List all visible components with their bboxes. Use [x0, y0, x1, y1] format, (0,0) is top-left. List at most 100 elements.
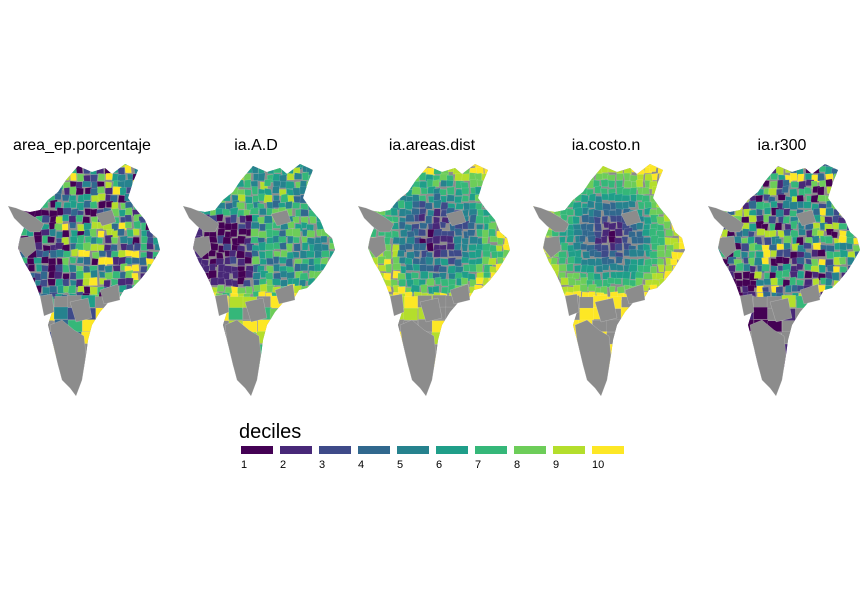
zone-polygon: [656, 195, 665, 204]
zone-polygon: [350, 160, 358, 168]
zone-polygon: [350, 251, 358, 260]
zone-polygon: [636, 236, 645, 244]
zone-polygon: [313, 167, 322, 175]
zone-polygon: [377, 181, 386, 189]
zone-polygon: [538, 284, 546, 292]
zone-polygon: [846, 236, 855, 245]
zone-polygon: [154, 271, 160, 280]
zone-polygon: [314, 250, 323, 259]
zone-polygon: [426, 164, 435, 167]
zone-polygon: [349, 244, 358, 251]
zone-polygon: [715, 194, 723, 203]
zone-polygon: [42, 167, 51, 175]
zone-polygon: [292, 236, 300, 244]
zone-polygon: [657, 166, 667, 174]
zone-polygon: [762, 165, 771, 174]
zone-polygon: [518, 176, 526, 183]
zone-polygon: [238, 228, 248, 235]
zone-polygon: [412, 165, 420, 173]
zone-polygon: [720, 179, 729, 186]
zone-polygon: [469, 214, 477, 224]
zone-polygon: [209, 175, 217, 183]
zone-polygon: [622, 201, 630, 209]
zone-polygon: [620, 343, 635, 357]
zone-polygon: [825, 207, 835, 216]
na-zone: [39, 293, 55, 317]
zone-polygon: [708, 195, 714, 203]
zone-polygon: [708, 264, 713, 274]
legend-key-swatch: [358, 446, 390, 454]
zone-polygon: [517, 238, 525, 245]
zone-polygon: [459, 164, 468, 168]
zone-polygon: [244, 256, 252, 264]
zone-polygon: [105, 172, 114, 180]
zone-polygon: [112, 256, 120, 265]
zone-polygon: [572, 272, 581, 280]
zone-polygon: [280, 270, 288, 278]
zone-polygon: [700, 189, 707, 195]
legend-key-label: 9: [553, 459, 559, 471]
zone-polygon: [196, 285, 205, 294]
zone-polygon: [573, 181, 581, 189]
zone-polygon: [327, 188, 335, 197]
zone-polygon: [397, 250, 405, 257]
zone-polygon: [397, 199, 405, 209]
zone-polygon: [396, 186, 406, 194]
zone-polygon: [439, 221, 447, 229]
zone-polygon: [75, 270, 84, 280]
zone-polygon: [860, 259, 864, 267]
zone-polygon: [509, 208, 510, 218]
zone-polygon: [34, 202, 43, 210]
zone-polygon: [833, 172, 842, 181]
zone-polygon: [552, 279, 560, 287]
zone-polygon: [124, 164, 132, 174]
zone-polygon: [663, 221, 671, 229]
zone-polygon: [299, 194, 308, 204]
zone-polygon: [76, 173, 85, 182]
zone-polygon: [804, 270, 813, 279]
zone-polygon: [838, 235, 847, 244]
zone-polygon: [713, 164, 722, 168]
zone-polygon: [853, 164, 860, 168]
zone-polygon: [330, 279, 335, 287]
zone-polygon: [824, 343, 839, 357]
zone-polygon: [503, 257, 510, 266]
zone-polygon: [26, 180, 35, 188]
zone-polygon: [411, 271, 419, 279]
zone-polygon: [259, 258, 267, 265]
zone-polygon: [147, 173, 155, 182]
zone-polygon: [33, 172, 40, 180]
zone-polygon: [447, 265, 456, 274]
zone-polygon: [735, 262, 744, 272]
zone-polygon: [614, 228, 623, 237]
zone-polygon: [671, 208, 680, 217]
zone-polygon: [97, 186, 105, 194]
zone-polygon: [566, 235, 575, 243]
zone-polygon: [581, 173, 590, 181]
zone-polygon: [789, 201, 798, 210]
zone-polygon: [474, 319, 489, 332]
zone-polygon: [523, 194, 532, 201]
zone-polygon: [495, 263, 505, 271]
zone-polygon: [544, 271, 553, 278]
zone-polygon: [735, 180, 743, 188]
zone-polygon: [404, 173, 412, 182]
zone-polygon: [131, 186, 140, 193]
zone-polygon: [601, 165, 609, 173]
zone-polygon: [579, 296, 594, 310]
zone-polygon: [490, 181, 498, 189]
zone-polygon: [832, 164, 842, 166]
zone-polygon: [656, 199, 665, 208]
zone-polygon: [700, 182, 707, 188]
zone-polygon: [302, 291, 312, 299]
zone-polygon: [561, 172, 569, 181]
zone-polygon: [687, 223, 695, 231]
zone-polygon: [721, 271, 730, 279]
zone-polygon: [509, 293, 510, 302]
zone-polygon: [138, 189, 148, 197]
zone-polygon: [183, 187, 189, 197]
zone-polygon: [306, 181, 315, 189]
zone-polygon: [509, 180, 510, 190]
zone-polygon: [244, 188, 252, 196]
zone-polygon: [358, 173, 365, 181]
